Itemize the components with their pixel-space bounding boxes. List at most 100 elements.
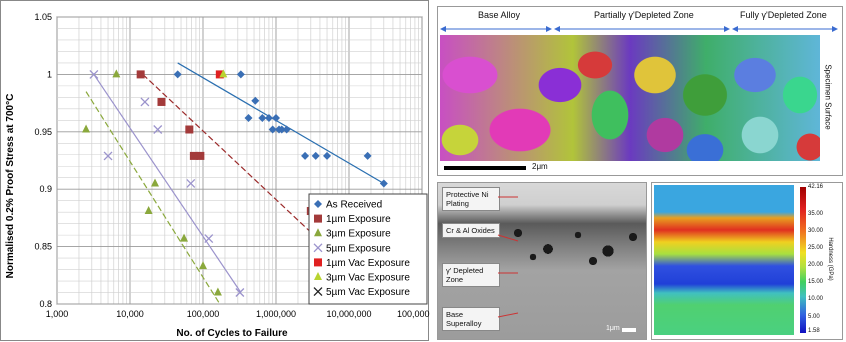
y-tick-label: 0.8 (39, 299, 52, 309)
y-tick-label: 0.9 (39, 184, 52, 194)
legend-marker (314, 258, 322, 267)
sem-label-ni-plating: Protective Ni Plating (442, 187, 500, 211)
data-point (199, 261, 207, 270)
legend: As Received 1µm Exposure 3µm Exposure 5µm E… (308, 193, 428, 305)
y-tick-label: 0.95 (34, 127, 52, 137)
data-point (282, 125, 291, 134)
hardness-colorbar (800, 187, 806, 333)
legend-marker (314, 272, 322, 280)
y-axis-label: Normalised 0.2% Proof Stress at 700°C (5, 94, 16, 279)
data-point (272, 114, 280, 123)
legend-box (308, 193, 428, 305)
ebsd-scale-bar (444, 166, 526, 170)
data-point (185, 125, 194, 134)
x-tick-label: 1,000 (46, 309, 69, 319)
colorbar-tick: 30.00 (808, 228, 824, 234)
data-point (140, 97, 150, 107)
x-axis-label: No. of Cycles to Failure (176, 328, 288, 339)
colorbar-tick: 25.00 (808, 245, 824, 251)
data-point (144, 206, 153, 215)
legend-marker (314, 214, 322, 223)
marker-stroke (313, 287, 323, 297)
y-tick-label: 1 (47, 69, 52, 79)
grid (56, 16, 423, 305)
x-tick-label: 10,000,000 (326, 309, 371, 319)
trendline (85, 91, 221, 305)
chart-svg: 1,000 10,000 100,000 1,000,000 10,000,000 100… (0, 0, 430, 341)
legend-marker (313, 243, 323, 253)
data-point (251, 96, 260, 105)
marker-stroke (140, 97, 150, 107)
data-point (213, 287, 222, 296)
data-point (157, 97, 166, 106)
trendlines (85, 62, 385, 305)
data-point (89, 69, 99, 79)
x-tick-label: 100,000,000 (397, 309, 430, 319)
data-point (264, 114, 273, 123)
sem-image-panel: Protective Ni Plating Cr & Al Oxides γ' … (437, 182, 647, 340)
y-tick-label: 1.05 (34, 12, 52, 22)
x-tick-label: 10,000 (116, 309, 144, 319)
hardness-map-panel: 42.16 35.00 30.00 25.00 20.00 15.00 10.0… (651, 182, 843, 340)
colorbar-tick: 5.00 (808, 314, 820, 320)
sem-leader-lines (497, 196, 519, 318)
legend-entry: 5µm Exposure (326, 243, 391, 254)
specimen-surface-label: Specimen Surface (823, 64, 833, 130)
region-label-partially-depleted: Partially γ'Depleted Zone (594, 10, 694, 20)
colorbar-tick: 20.00 (808, 262, 824, 268)
data-points (82, 69, 388, 297)
data-point (103, 151, 113, 161)
marker-stroke (204, 234, 214, 244)
data-point (379, 179, 388, 188)
x-tick-label: 1,000,000 (256, 309, 296, 319)
y-tick-label: 0.85 (34, 242, 52, 252)
region-label-fully-depleted: Fully γ'Depleted Zone (740, 10, 827, 20)
data-point (323, 151, 332, 160)
ebsd-arrows (440, 26, 838, 32)
data-point (215, 70, 224, 79)
data-point (112, 69, 121, 78)
colorbar-tick: 42.16 (808, 184, 824, 190)
colorbar-tick: 35.00 (808, 211, 824, 217)
colorbar-tick: 1.58 (808, 328, 820, 334)
data-point (268, 125, 277, 134)
colorbar-tick: 15.00 (808, 279, 824, 285)
data-point (150, 178, 159, 187)
data-point (204, 234, 214, 244)
sem-scale-bar (622, 328, 636, 332)
sem-label-depleted-zone: γ' Depleted Zone (442, 263, 500, 287)
marker-stroke (313, 243, 323, 253)
colorbar-label: Hardness (GPa) (827, 237, 833, 281)
data-point (236, 70, 245, 79)
sem-label-oxides: Cr & Al Oxides (442, 223, 500, 238)
data-point (301, 151, 310, 160)
data-point (219, 69, 228, 78)
data-point (258, 114, 267, 123)
marker-stroke (103, 151, 113, 161)
sem-oxide-layer (498, 221, 646, 267)
ebsd-orientation-map (440, 35, 820, 161)
marker-stroke (235, 288, 245, 297)
data-point (311, 151, 320, 160)
legend-marker (313, 287, 323, 297)
data-point (189, 151, 198, 160)
marker-stroke (186, 179, 196, 188)
data-point (173, 70, 182, 79)
axes: 1,000 10,000 100,000 1,000,000 10,000,000 100… (34, 12, 430, 319)
data-point (235, 288, 245, 297)
trendline (177, 62, 385, 184)
trendline (93, 74, 242, 293)
marker-stroke (89, 69, 99, 79)
legend-entry: 1µm Vac Exposure (326, 258, 410, 269)
ebsd-scale-bar-label: 2μm (532, 162, 548, 171)
legend-entry: 5µm Vac Exposure (326, 287, 410, 298)
data-point (277, 125, 286, 134)
legend-entry: 1µm Exposure (326, 214, 391, 225)
legend-marker (314, 228, 322, 237)
data-point (186, 179, 196, 188)
sem-label-base-superalloy: Base Superalloy (442, 307, 500, 331)
legend-marker (314, 200, 322, 208)
hardness-heatmap (654, 185, 794, 335)
legend-entry: As Received (326, 200, 382, 211)
ebsd-map-panel: Base Alloy Partially γ'Depleted Zone Ful… (437, 6, 843, 176)
